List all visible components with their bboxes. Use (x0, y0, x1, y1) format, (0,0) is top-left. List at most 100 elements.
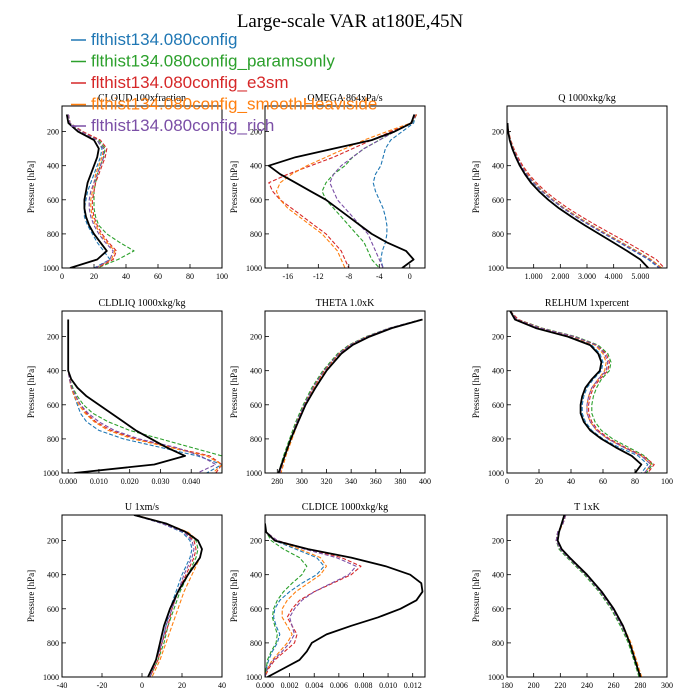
y-tick-label: 200 (492, 333, 504, 342)
y-tick-label: 1000 (43, 673, 59, 682)
plot-frame (264, 514, 426, 678)
series-line-4 (67, 114, 114, 268)
panel-title: CLOUD 100xfraction (98, 93, 186, 104)
y-tick-label: 600 (250, 401, 262, 410)
x-tick-label: 380 (394, 477, 406, 486)
x-tick-label: -8 (345, 272, 352, 281)
series-line-reference (65, 114, 108, 268)
series-group (267, 114, 418, 268)
series-group (507, 123, 665, 268)
y-tick-label: 400 (47, 367, 59, 376)
legend-entry: flthist134.080config_e3sm (71, 73, 289, 92)
series-line-0 (555, 515, 641, 677)
x-tick-label: 80 (186, 272, 194, 281)
panel-title: Q 1000xkg/kg (558, 93, 616, 104)
y-axis-label: Pressure [hPa] (471, 570, 481, 622)
series-line-reference (509, 311, 643, 473)
x-tick-label: 0.012 (404, 681, 422, 690)
series-line-reference (267, 114, 416, 268)
y-tick-label: 600 (47, 401, 59, 410)
x-tick-label: -20 (97, 681, 108, 690)
x-tick-label: 340 (345, 477, 357, 486)
y-tick-label: 800 (492, 435, 504, 444)
y-tick-label: 400 (492, 367, 504, 376)
x-tick-label: 0.006 (330, 681, 348, 690)
panel-title: THETA 1.0xK (316, 298, 375, 309)
series-group (65, 114, 135, 268)
y-tick-label: 600 (492, 196, 504, 205)
series-line-4 (265, 523, 357, 677)
y-tick-label: 400 (492, 162, 504, 171)
panel-8: 180 200 220 240 260 280 300 200 400 600 800 1000 Pre… (471, 502, 673, 690)
x-tick-label: 5.000 (631, 272, 649, 281)
y-axis-label: Pressure [hPa] (26, 570, 36, 622)
plot-frame (506, 514, 668, 678)
y-tick-label: 600 (47, 605, 59, 614)
series-line-2 (67, 114, 117, 268)
series-group (67, 319, 222, 473)
y-tick-label: 1000 (488, 469, 504, 478)
panel-3: 0.000 0.010 0.020 0.030 0.040 200 400 600 800 100… (26, 298, 223, 486)
x-tick-label: 0 (505, 477, 509, 486)
x-tick-label: 60 (599, 477, 607, 486)
x-tick-label: 4.000 (605, 272, 623, 281)
x-tick-label: 180 (501, 681, 513, 690)
x-tick-label: 3.000 (578, 272, 596, 281)
series-line-3 (557, 515, 643, 677)
panel-5: 0 20 40 60 80 100 200 400 600 800 1000 Pressure [hP… (471, 298, 673, 486)
x-tick-label: 40 (567, 477, 575, 486)
series-group (277, 318, 423, 473)
series-line-0 (67, 114, 111, 268)
series-line-reference (507, 123, 649, 268)
x-tick-label: -12 (313, 272, 324, 281)
series-line-4 (509, 311, 652, 473)
series-group (509, 311, 655, 473)
series-line-3 (280, 318, 423, 473)
series-line-4 (133, 515, 195, 677)
x-tick-label: 300 (296, 477, 308, 486)
series-line-2 (268, 114, 418, 268)
series-line-3 (67, 114, 116, 268)
x-tick-label: 100 (661, 477, 673, 486)
x-tick-label: 320 (321, 477, 333, 486)
panel-0: 0 20 40 60 80 100 200 400 600 800 1000 Pressure [hP… (26, 93, 228, 281)
series-line-4 (67, 319, 217, 473)
y-tick-label: 400 (492, 571, 504, 580)
x-tick-label: 60 (154, 272, 162, 281)
series-line-2 (133, 515, 197, 677)
x-tick-label: 0.020 (121, 477, 139, 486)
panel-title: T 1xK (574, 502, 600, 513)
x-tick-label: 300 (661, 681, 673, 690)
x-tick-label: 80 (631, 477, 639, 486)
y-tick-label: 800 (492, 639, 504, 648)
x-tick-label: 280 (271, 477, 283, 486)
y-tick-label: 1000 (488, 264, 504, 273)
y-tick-label: 1000 (246, 673, 262, 682)
x-tick-label: 20 (178, 681, 186, 690)
x-tick-label: 0.030 (151, 477, 169, 486)
series-line-0 (265, 523, 325, 677)
y-tick-label: 200 (250, 537, 262, 546)
y-tick-label: 400 (250, 571, 262, 580)
series-line-1 (265, 523, 308, 677)
series-line-1 (507, 123, 663, 268)
series-line-1 (67, 114, 135, 268)
panel-title: RELHUM 1xpercent (545, 298, 629, 309)
series-line-4 (329, 114, 416, 268)
x-tick-label: 280 (634, 681, 646, 690)
y-tick-label: 200 (47, 537, 59, 546)
y-tick-label: 1000 (43, 469, 59, 478)
x-tick-label: 400 (419, 477, 431, 486)
x-tick-label: -4 (376, 272, 383, 281)
panel-6: -40 -20 0 20 40 200 400 600 800 1000 Pressure [hPa… (26, 502, 226, 690)
series-line-2 (509, 311, 655, 473)
y-axis-label: Pressure [hPa] (26, 366, 36, 418)
panel-title: CLDICE 1000xkg/kg (302, 502, 388, 513)
y-tick-label: 400 (47, 571, 59, 580)
y-tick-label: 200 (492, 128, 504, 137)
x-tick-label: 220 (554, 681, 566, 690)
x-tick-label: 0.000 (59, 477, 77, 486)
y-tick-label: 600 (47, 196, 59, 205)
series-line-1 (321, 114, 418, 268)
